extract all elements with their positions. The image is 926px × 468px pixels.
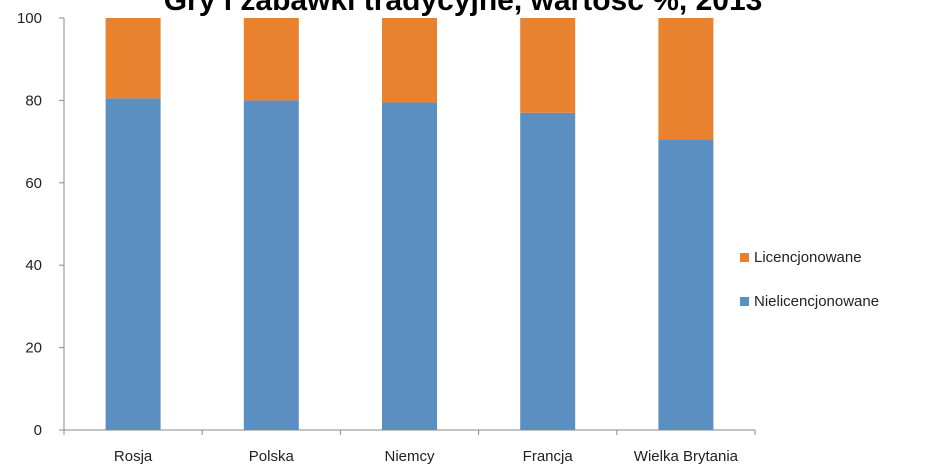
- bar-licencjonowane-niemcy: [382, 18, 437, 103]
- y-tick-label: 20: [25, 340, 42, 357]
- bar-nielicencjonowane-wielka-brytania: [658, 139, 714, 431]
- x-tick-label: Polska: [249, 448, 295, 465]
- bar-licencjonowane-polska: [243, 18, 299, 101]
- legend-label-nielicencjonowane: Nielicencjonowane: [754, 293, 880, 310]
- legend-swatch-licencjonowane: [740, 253, 749, 262]
- chart-title: Gry i zabawki tradycyjne, wartość %, 201…: [163, 0, 763, 17]
- y-tick-label: 100: [17, 10, 42, 27]
- legend-item-licencjonowane: Licencjonowane: [740, 245, 879, 270]
- x-tick-label: Rosja: [114, 448, 153, 465]
- bars: [105, 18, 714, 431]
- y-tick-label: 60: [25, 175, 42, 192]
- bar-licencjonowane-wielka-brytania: [658, 18, 714, 140]
- x-tick-label: Francja: [523, 448, 574, 465]
- legend: Licencjonowane Nielicencjonowane: [740, 245, 879, 333]
- bar-nielicencjonowane-niemcy: [382, 102, 437, 431]
- legend-item-nielicencjonowane: Nielicencjonowane: [740, 289, 879, 314]
- bar-licencjonowane-francja: [520, 18, 576, 113]
- x-tick-label: Niemcy: [384, 448, 435, 465]
- y-tick-label: 80: [25, 92, 42, 109]
- y-tick-label: 40: [25, 257, 42, 274]
- legend-swatch-nielicencjonowane: [740, 297, 749, 306]
- bar-licencjonowane-rosja: [105, 18, 161, 99]
- tick-labels: 0 20 40 60 80 100 Rosja Polska Niemcy Francja Wiel…: [17, 10, 739, 465]
- bar-nielicencjonowane-polska: [243, 100, 299, 431]
- y-tick-label: 0: [34, 422, 42, 439]
- x-tick-label: Wielka Brytania: [634, 448, 739, 465]
- legend-label-licencjonowane: Licencjonowane: [754, 249, 862, 266]
- bar-nielicencjonowane-francja: [520, 112, 576, 430]
- bar-nielicencjonowane-rosja: [105, 98, 161, 430]
